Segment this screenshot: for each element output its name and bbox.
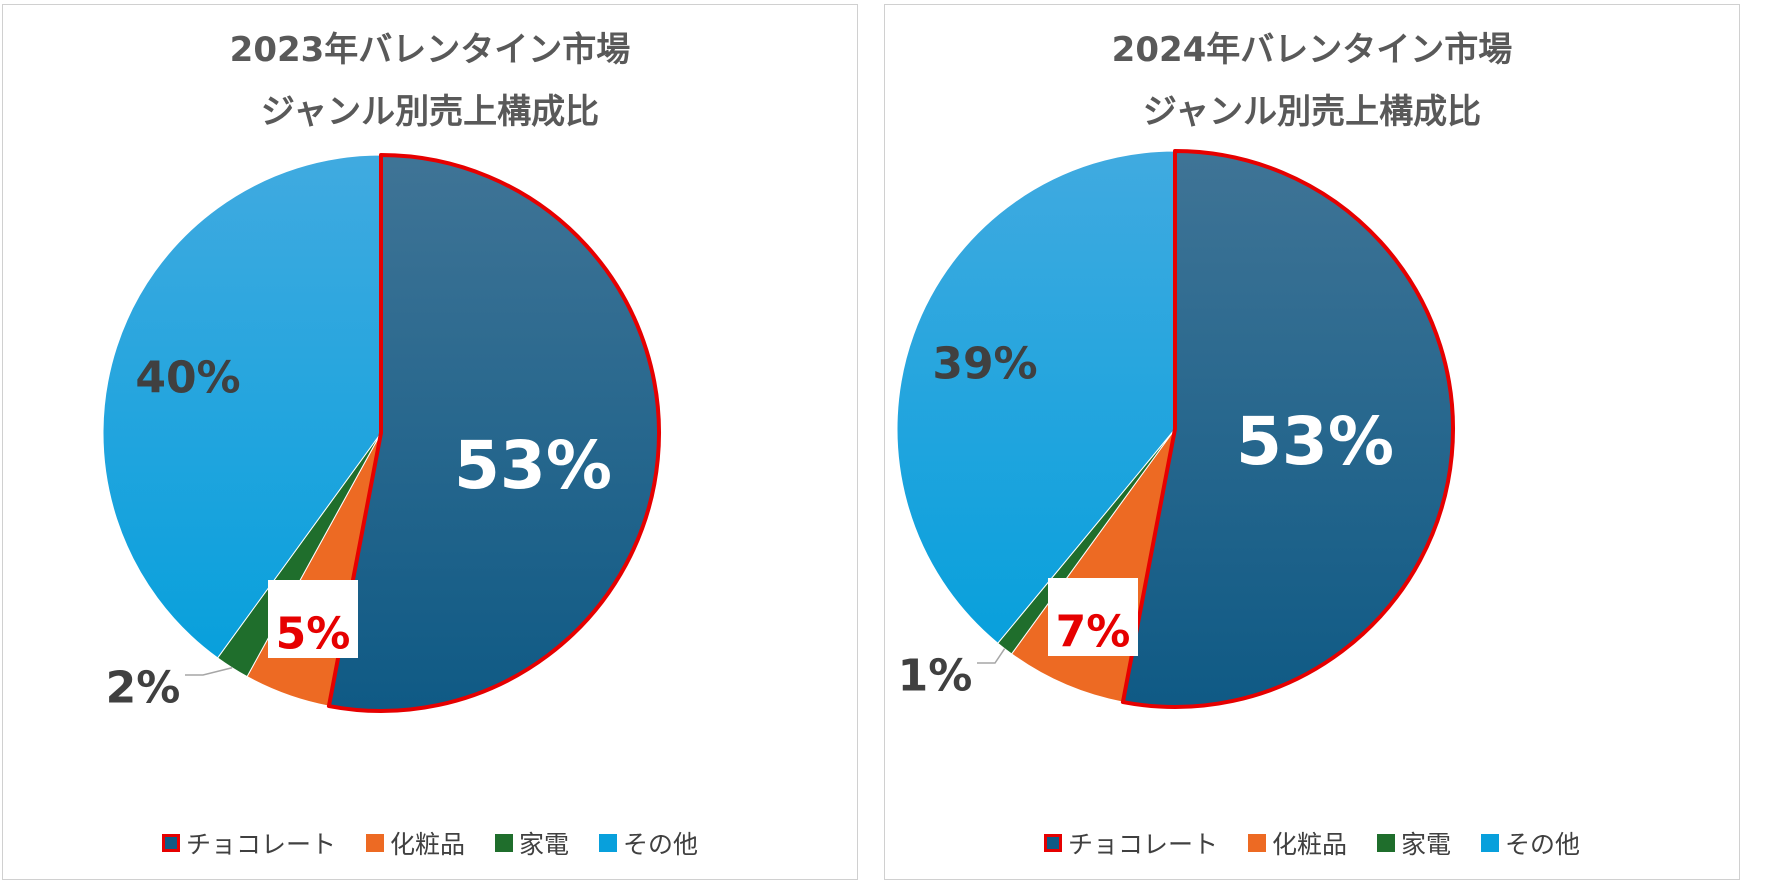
chocolate-highlight-outline xyxy=(1120,149,1455,709)
chart-title-line-2: ジャンル別売上構成比 xyxy=(1142,92,1482,132)
legend-label-appliances: 家電 xyxy=(519,830,570,859)
legend-label-other: その他 xyxy=(623,830,699,859)
chart-panel-2024: 2024年バレンタイン市場 ジャンル別売上構成比 53% 7% 1% 39% チョコレ… xyxy=(884,4,1740,880)
pie-chart: 53% 7% 1% 39% xyxy=(896,149,1455,709)
chart-title: 2024年バレンタイン市場 ジャンル別売上構成比 xyxy=(885,19,1739,143)
legend-swatch-other xyxy=(599,834,618,852)
leader-line-appliances xyxy=(977,648,1006,664)
legend-label-appliances: 家電 xyxy=(1401,830,1452,859)
data-label-appliances: 1% xyxy=(898,650,973,701)
legend-item-other: その他 xyxy=(599,825,698,861)
chart-panel-2023: 2023年バレンタイン市場 ジャンル別売上構成比 53% 5% 2% 40% チョコレ… xyxy=(2,4,858,880)
legend: チョコレート 化粧品 家電 その他 xyxy=(3,825,857,861)
legend-item-other: その他 xyxy=(1481,825,1580,861)
chocolate-highlight-outline xyxy=(326,153,661,713)
legend-swatch-chocolate xyxy=(1043,834,1062,852)
legend-item-appliances: 家電 xyxy=(1377,825,1451,861)
data-label-box-cosmetics xyxy=(1048,578,1138,656)
data-label-chocolate: 53% xyxy=(454,427,612,504)
legend-label-chocolate: チョコレート xyxy=(185,830,336,859)
legend-label-cosmetics: 化粧品 xyxy=(389,830,465,859)
legend-item-cosmetics: 化粧品 xyxy=(1247,825,1347,861)
legend-item-chocolate: チョコレート xyxy=(161,825,336,861)
legend-swatch-appliances xyxy=(1377,834,1395,852)
pie-slice-other xyxy=(896,150,1176,644)
legend-swatch-appliances xyxy=(495,834,513,852)
legend-swatch-cosmetics xyxy=(365,834,384,852)
leader-line-appliances xyxy=(185,666,233,676)
chart-title-line-1: 2023年バレンタイン市場 xyxy=(229,30,631,70)
data-label-cosmetics: 5% xyxy=(276,608,351,659)
legend-item-chocolate: チョコレート xyxy=(1043,825,1218,861)
chart-title-line-1: 2024年バレンタイン市場 xyxy=(1111,30,1513,70)
legend-swatch-cosmetics xyxy=(1247,834,1266,852)
data-label-cosmetics: 7% xyxy=(1056,606,1131,657)
legend-item-cosmetics: 化粧品 xyxy=(365,825,465,861)
legend-swatch-other xyxy=(1481,834,1500,852)
data-label-chocolate: 53% xyxy=(1236,403,1394,480)
legend-label-other: その他 xyxy=(1505,830,1581,859)
data-label-other: 40% xyxy=(135,352,240,403)
legend: チョコレート 化粧品 家電 その他 xyxy=(885,825,1739,861)
data-label-box-cosmetics xyxy=(268,580,358,658)
data-label-appliances: 2% xyxy=(106,662,181,713)
legend-label-chocolate: チョコレート xyxy=(1067,830,1218,859)
legend-label-cosmetics: 化粧品 xyxy=(1271,830,1347,859)
pie-slice-other xyxy=(102,154,382,659)
legend-item-appliances: 家電 xyxy=(495,825,569,861)
pie-chart: 53% 5% 2% 40% xyxy=(102,153,661,713)
chart-title-line-2: ジャンル別売上構成比 xyxy=(260,92,600,132)
chart-title: 2023年バレンタイン市場 ジャンル別売上構成比 xyxy=(3,19,857,143)
data-label-other: 39% xyxy=(932,338,1037,389)
legend-swatch-chocolate xyxy=(161,834,180,852)
